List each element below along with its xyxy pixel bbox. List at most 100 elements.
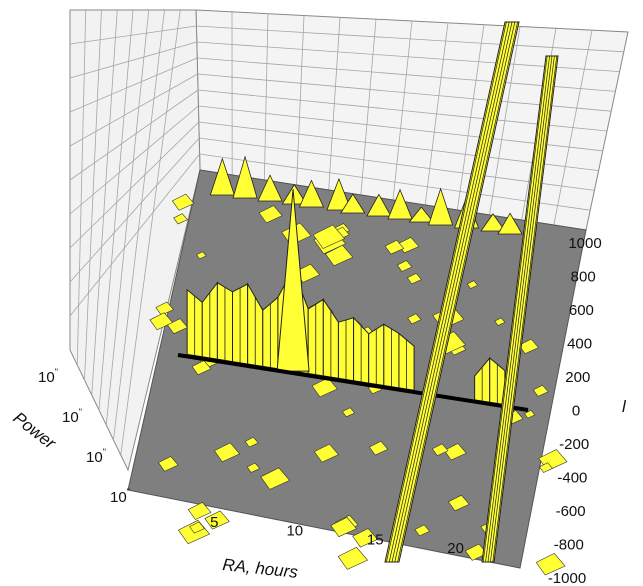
floor-patch xyxy=(157,456,179,472)
x-tick-label: 15 xyxy=(367,531,384,548)
ridge-line xyxy=(391,21,513,563)
floor-patch xyxy=(524,409,536,419)
floor-patch xyxy=(213,442,241,463)
floor-patch xyxy=(447,494,470,512)
floor-patch xyxy=(337,546,369,570)
floor-patch xyxy=(258,205,283,224)
surface-back-peak xyxy=(387,188,413,220)
surface-back-peak xyxy=(408,206,435,223)
z-axis-ticks: 1000 800 600 400 200 0 -200 -400 -600 -800 -1000 xyxy=(548,235,602,586)
floor-patch xyxy=(532,384,549,397)
floor-patch xyxy=(173,213,188,225)
ridge-line xyxy=(386,21,507,563)
x-axis-label: RA, hours xyxy=(222,555,300,582)
floor-patch xyxy=(311,377,338,398)
floor-patch xyxy=(191,360,212,376)
floor-patch xyxy=(494,317,506,326)
x-tick-label: 20 xyxy=(447,540,464,557)
z-tick-label: -600 xyxy=(556,503,586,520)
wall-gridline xyxy=(69,105,199,215)
floor-patch xyxy=(396,260,413,272)
ridge-line xyxy=(397,21,518,563)
floor-patch xyxy=(414,524,431,537)
wall-gridline xyxy=(198,121,599,171)
power-tick-exponent: " xyxy=(79,407,82,417)
wall-gridline xyxy=(69,89,199,181)
wall-gridline xyxy=(69,137,200,283)
floor-patch xyxy=(246,462,261,473)
ridge-line xyxy=(487,55,553,563)
surface-back-peak xyxy=(480,213,506,232)
wall-gridline xyxy=(98,9,134,411)
z-tick-label: -200 xyxy=(559,436,589,453)
floor-patch xyxy=(189,521,206,534)
z-tick-label: -400 xyxy=(557,470,587,487)
y-axis-label: Power xyxy=(10,408,61,453)
floor-patch xyxy=(397,237,420,254)
wall-gridline xyxy=(69,57,198,113)
wall-gridline xyxy=(105,9,150,426)
floor-patch xyxy=(406,272,422,285)
wall-gridline xyxy=(196,25,624,53)
surface-ridges xyxy=(384,21,559,563)
wall-gridline xyxy=(113,9,165,441)
ridge-line xyxy=(482,55,548,563)
wall-gridline xyxy=(69,25,197,45)
z-tick-label: 200 xyxy=(565,369,590,386)
z-tick-label: 1000 xyxy=(568,235,601,252)
wall-gridline xyxy=(76,9,87,366)
floor-patch xyxy=(187,502,212,520)
z-tick-label: 0 xyxy=(572,403,580,420)
wall-gridline xyxy=(84,9,102,381)
wall-gridline xyxy=(91,9,118,396)
surface-back-peak xyxy=(232,155,258,199)
floor-patch xyxy=(155,301,174,316)
power-axis-ticks: 10" 10" 10" 10" xyxy=(38,367,130,506)
floor-patch xyxy=(204,510,230,530)
floor-patch xyxy=(407,313,422,325)
wall-gridline xyxy=(69,41,197,79)
z-tick-label: 600 xyxy=(569,302,594,319)
power-tick-label: 10" xyxy=(38,367,58,386)
wall-gridline xyxy=(69,73,198,147)
surface-peaks xyxy=(186,155,523,406)
ridge-line xyxy=(388,21,510,563)
zero-line xyxy=(177,353,529,412)
x-tick-label: 10 xyxy=(286,523,303,540)
ridge-line xyxy=(490,55,555,563)
x-tick-label: 5 xyxy=(210,514,218,531)
floor-patch xyxy=(443,443,467,461)
wall-gridline xyxy=(199,137,595,191)
floor-patch xyxy=(352,528,378,548)
floor-patch xyxy=(535,553,566,576)
ridge-line xyxy=(394,21,516,563)
floor-patch xyxy=(384,239,405,255)
wall-gridline xyxy=(120,9,181,456)
floor-patch xyxy=(539,462,554,473)
surface-back-peak xyxy=(209,157,235,196)
floor-patch xyxy=(313,443,339,463)
surface-back-peak xyxy=(428,187,454,226)
floor-patch xyxy=(324,244,354,267)
z-tick-label: 800 xyxy=(571,269,596,286)
floor-patch xyxy=(196,251,207,260)
wall-gridline xyxy=(69,153,200,317)
power-tick-label: 10" xyxy=(86,447,106,466)
surface-back-peak xyxy=(257,174,283,202)
ridge-line xyxy=(492,55,558,563)
ridge-line xyxy=(485,55,550,563)
floor-patch xyxy=(260,467,291,490)
power-tick-exponent: " xyxy=(55,367,58,377)
floor-patch xyxy=(330,517,358,538)
surface-back-peak xyxy=(298,179,325,208)
z-tick-label: -1000 xyxy=(548,570,586,586)
power-tick-label: 10" xyxy=(62,407,82,426)
floor-patch xyxy=(244,436,259,448)
floor-patch xyxy=(518,338,539,355)
z-tick-label: 400 xyxy=(567,336,592,353)
power-tick-label: 10" xyxy=(110,487,130,506)
surface-back-peak xyxy=(497,212,523,235)
floor-patch xyxy=(369,440,389,456)
surface-back-peak xyxy=(326,177,352,211)
floor-patch xyxy=(312,224,346,249)
